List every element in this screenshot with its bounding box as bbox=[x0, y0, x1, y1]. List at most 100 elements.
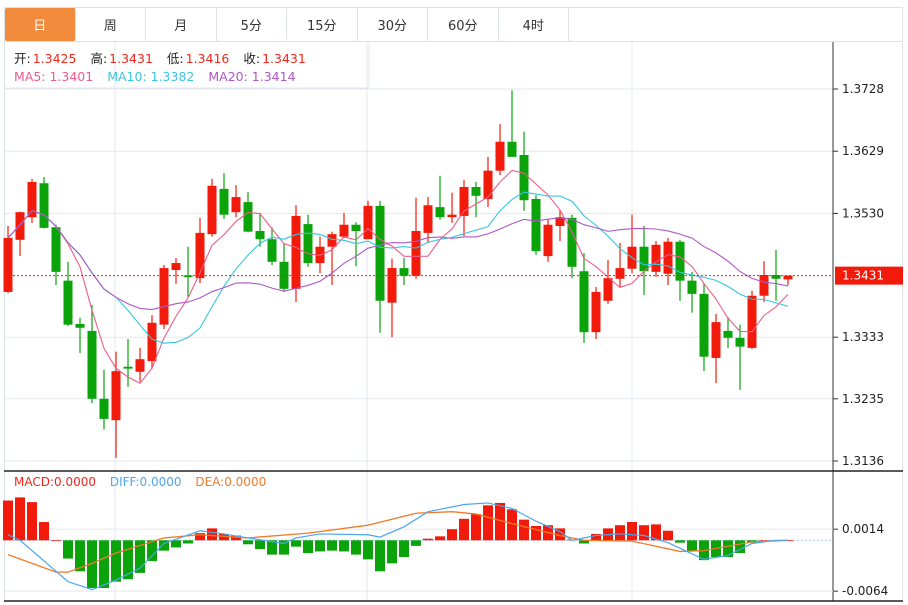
macd-bar bbox=[327, 540, 337, 551]
macd-info: MACD:0.0000 DIFF:0.0000 DEA:0.0000 bbox=[14, 475, 266, 489]
candle-down bbox=[279, 261, 289, 289]
current-price-label: 1.3431 bbox=[842, 269, 884, 283]
macd-bar bbox=[351, 540, 361, 555]
candle-down bbox=[267, 239, 277, 262]
macd-bar bbox=[735, 540, 745, 554]
candle-up bbox=[651, 244, 661, 272]
candle-up bbox=[411, 231, 421, 276]
tab-month[interactable]: 月 bbox=[146, 8, 217, 41]
price-tick-label: 1.3530 bbox=[842, 206, 884, 220]
tab-week[interactable]: 周 bbox=[76, 8, 146, 41]
macd-bar bbox=[687, 540, 697, 551]
macd-bar bbox=[459, 518, 469, 541]
candle-up bbox=[495, 141, 505, 171]
candle-up bbox=[147, 322, 157, 362]
candle-down bbox=[675, 241, 685, 281]
macd-tick-label: -0.0064 bbox=[842, 584, 888, 598]
candle-down bbox=[75, 324, 85, 328]
tab-day[interactable]: 日 bbox=[5, 8, 76, 41]
close-value: 1.3431 bbox=[262, 51, 306, 66]
macd-bar bbox=[339, 540, 349, 552]
macd-bar bbox=[3, 500, 13, 541]
candle-up bbox=[339, 224, 349, 237]
candle-down bbox=[639, 246, 649, 272]
macd-bar bbox=[675, 540, 685, 543]
macd-bar bbox=[555, 528, 565, 541]
candle-up bbox=[135, 359, 145, 372]
candle-up bbox=[615, 268, 625, 279]
macd-bar bbox=[447, 529, 457, 541]
tab-60min[interactable]: 60分 bbox=[428, 8, 499, 41]
macd-bar bbox=[591, 533, 601, 541]
tab-15min[interactable]: 15分 bbox=[287, 8, 358, 41]
candle-up bbox=[231, 197, 241, 213]
low-value: 1.3416 bbox=[185, 51, 230, 66]
macd-bar bbox=[387, 540, 397, 564]
macd-bar bbox=[411, 540, 421, 546]
dea-line bbox=[7, 511, 789, 573]
macd-tick-label: 0.0014 bbox=[842, 522, 884, 536]
diff-value: DIFF:0.0000 bbox=[109, 475, 182, 489]
candle-down bbox=[435, 207, 445, 218]
macd-bar bbox=[363, 540, 373, 560]
candle-down bbox=[375, 205, 385, 301]
macd-bar bbox=[147, 540, 157, 561]
tab-30min[interactable]: 30分 bbox=[358, 8, 428, 41]
macd-bar bbox=[159, 540, 169, 551]
macd-bar bbox=[639, 525, 649, 541]
candle-down bbox=[735, 337, 745, 347]
price-tick-label: 1.3235 bbox=[842, 392, 884, 406]
macd-value: MACD:0.0000 bbox=[14, 475, 97, 489]
macd-bar bbox=[579, 540, 589, 544]
ma20-value: MA20: 1.3414 bbox=[208, 69, 296, 84]
macd-bar bbox=[219, 533, 229, 541]
candle-up bbox=[543, 224, 553, 257]
macd-bar bbox=[75, 540, 85, 572]
candle-up bbox=[195, 232, 205, 279]
candle-up bbox=[207, 185, 217, 235]
candle-down bbox=[303, 224, 313, 264]
macd-bar bbox=[471, 514, 481, 541]
macd-bar bbox=[507, 509, 517, 541]
macd-bar bbox=[531, 525, 541, 541]
macd-bar bbox=[723, 540, 733, 557]
candle-up bbox=[711, 322, 721, 358]
candle-down bbox=[723, 330, 733, 338]
macd-bar bbox=[231, 535, 241, 541]
close-label: 收: bbox=[243, 51, 261, 66]
tab-4hour[interactable]: 4时 bbox=[499, 8, 569, 41]
macd-bar bbox=[135, 540, 145, 573]
candle-down bbox=[519, 154, 529, 201]
macd-bar bbox=[423, 538, 433, 541]
macd-bar bbox=[303, 540, 313, 554]
macd-bar bbox=[243, 540, 253, 545]
candle-up bbox=[603, 278, 613, 301]
macd-bar bbox=[483, 505, 493, 541]
candle-up bbox=[363, 205, 373, 240]
current-price-badge bbox=[835, 266, 903, 285]
macd-bar bbox=[63, 540, 73, 559]
candle-down bbox=[351, 224, 361, 232]
candle-down bbox=[39, 183, 49, 228]
candle-down bbox=[63, 280, 73, 325]
candle-up bbox=[159, 268, 169, 325]
tab-5min[interactable]: 5分 bbox=[217, 8, 287, 41]
candle-down bbox=[183, 275, 193, 278]
macd-bar bbox=[111, 540, 121, 582]
candle-up bbox=[759, 275, 769, 296]
open-value: 1.3425 bbox=[32, 51, 77, 66]
macd-bar bbox=[279, 540, 289, 555]
price-tick-label: 1.3333 bbox=[842, 330, 884, 344]
candle-down bbox=[531, 198, 541, 252]
candle-up bbox=[747, 295, 757, 348]
macd-bar bbox=[183, 540, 193, 544]
low-label: 低: bbox=[166, 51, 184, 66]
macd-bar bbox=[291, 540, 301, 547]
macd-bar bbox=[759, 540, 769, 542]
macd-bar bbox=[207, 528, 217, 541]
candle-down bbox=[699, 293, 709, 357]
candle-down bbox=[99, 398, 109, 419]
period-tabs: 日 周 月 5分 15分 30分 60分 4时 bbox=[4, 7, 903, 42]
ma5-line bbox=[7, 169, 789, 385]
